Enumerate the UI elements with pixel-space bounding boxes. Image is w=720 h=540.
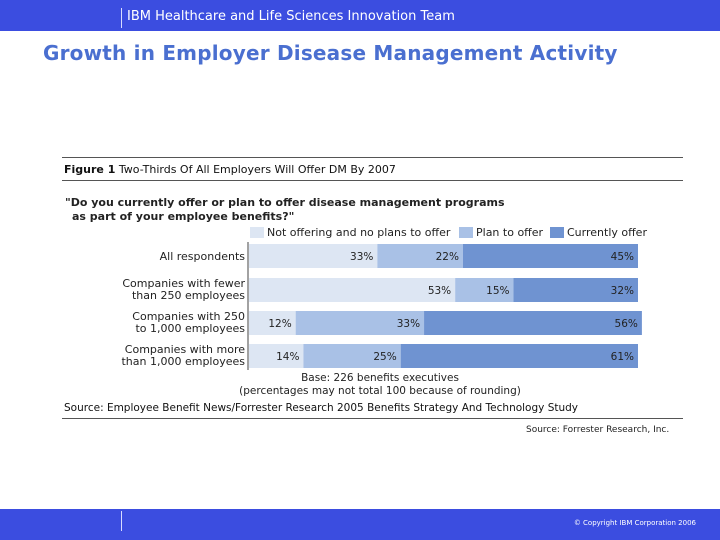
legend-label-currently: Currently offer <box>567 226 647 239</box>
data-label: 45% <box>611 251 634 263</box>
source-credit: Source: Forrester Research, Inc. <box>526 425 670 435</box>
data-label: 61% <box>611 351 634 363</box>
bar-segment <box>377 244 463 268</box>
data-label: 15% <box>486 285 509 297</box>
data-label: 53% <box>428 285 451 297</box>
data-label: 12% <box>268 318 291 330</box>
figure-top-rule <box>62 157 683 158</box>
bar-segment <box>462 244 638 268</box>
data-label: 33% <box>397 318 420 330</box>
figure-title-text: Two-Thirds Of All Employers Will Offer D… <box>118 163 396 176</box>
category-label: All respondents <box>160 250 246 263</box>
figure-title-rule <box>62 180 683 181</box>
question-line-2: as part of your employee benefits?" <box>72 210 295 223</box>
bar-segment <box>249 278 456 302</box>
data-label: 25% <box>373 351 396 363</box>
data-source: Source: Employee Benefit News/Forrester … <box>64 402 579 414</box>
question-line-1: "Do you currently offer or plan to offer… <box>65 196 505 209</box>
base-note: Base: 226 benefits executives <box>301 372 459 384</box>
data-label: 14% <box>276 351 299 363</box>
category-label: Companies with 250 <box>132 310 245 323</box>
header-bar: IBM Healthcare and Life Sciences Innovat… <box>0 0 720 31</box>
slide-title: Growth in Employer Disease Management Ac… <box>43 41 618 65</box>
figure-label: Figure 1 <box>64 163 116 176</box>
footer-bar: © Copyright IBM Corporation 2006 <box>0 509 720 540</box>
team-name: IBM Healthcare and Life Sciences Innovat… <box>127 9 455 24</box>
figure-title: Figure 1 Two-Thirds Of All Employers Wil… <box>64 163 396 176</box>
bar-segment <box>249 311 296 335</box>
bar-segment <box>455 278 514 302</box>
data-label: 33% <box>350 251 373 263</box>
legend-swatch-currently <box>550 227 564 238</box>
data-label: 32% <box>611 285 634 297</box>
footer-divider <box>121 511 122 531</box>
bar-segment <box>424 311 642 335</box>
bar-segment <box>513 278 638 302</box>
bar-segment <box>295 311 425 335</box>
bar-segment <box>249 244 378 268</box>
data-label: 56% <box>615 318 638 330</box>
legend-swatch-plan <box>459 227 473 238</box>
legend-label-plan: Plan to offer <box>476 226 544 239</box>
legend-label-not-offering: Not offering and no plans to offer <box>267 226 451 239</box>
figure-bottom-rule <box>62 418 683 419</box>
survey-question: "Do you currently offer or plan to offer… <box>65 196 505 224</box>
legend-swatch-not-offering <box>250 227 264 238</box>
category-label: to 1,000 employees <box>135 322 245 335</box>
category-label: Companies with fewer <box>122 277 245 290</box>
bar-segment <box>249 344 304 368</box>
copyright-text: © Copyright IBM Corporation 2006 <box>573 519 696 527</box>
data-label: 22% <box>436 251 459 263</box>
category-label: than 1,000 employees <box>121 355 245 368</box>
category-label: than 250 employees <box>132 289 245 302</box>
bar-segment <box>303 344 401 368</box>
bar-segment <box>400 344 638 368</box>
chart-legend: Not offering and no plans to offer Plan … <box>250 225 647 241</box>
base-note: (percentages may not total 100 because o… <box>239 385 521 397</box>
category-label: Companies with more <box>125 343 245 356</box>
header-divider <box>121 8 122 28</box>
